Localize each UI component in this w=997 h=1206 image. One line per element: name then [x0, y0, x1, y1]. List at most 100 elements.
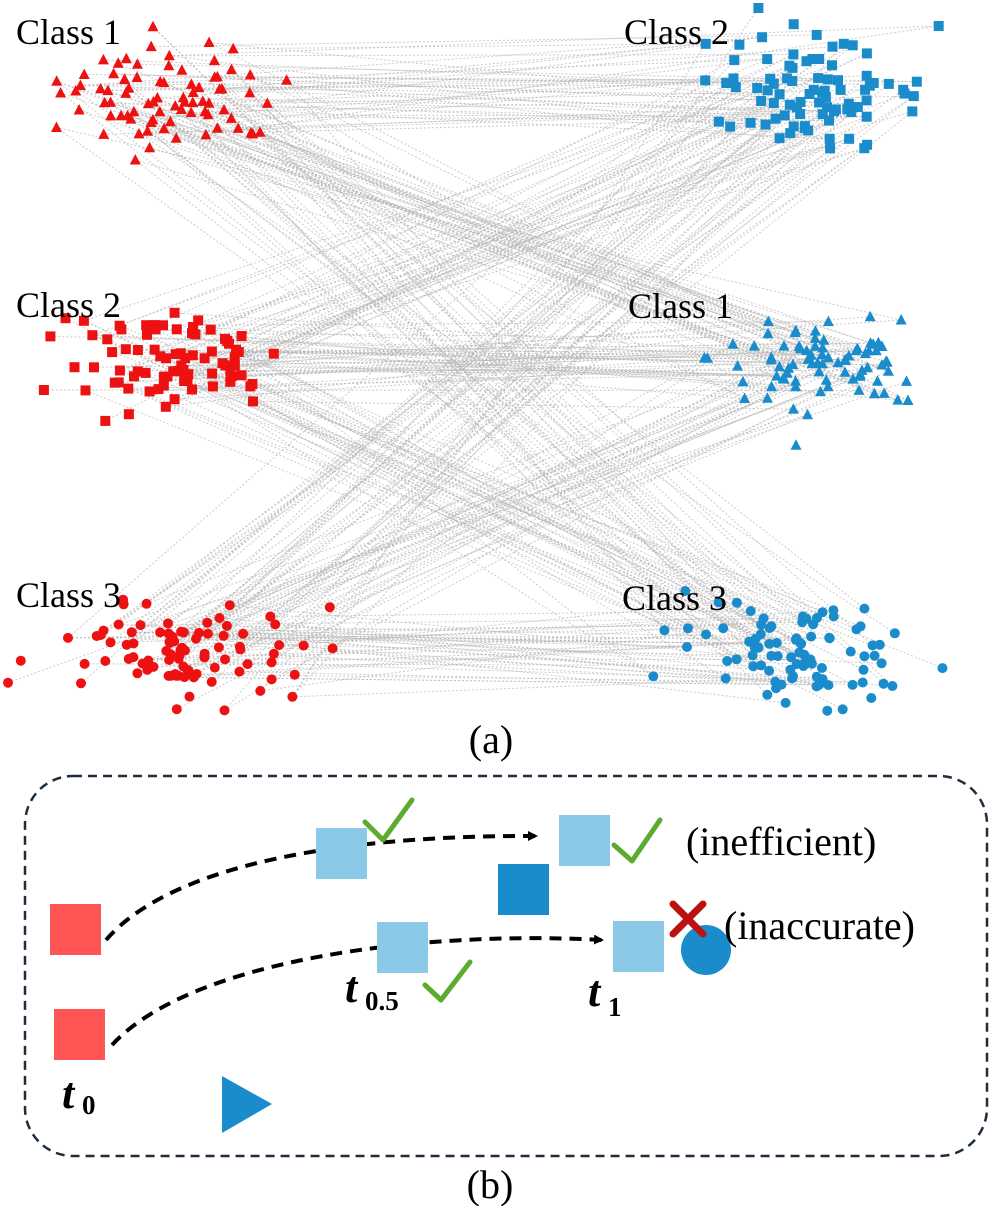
left-triangle-point [203, 36, 215, 47]
pairing-link [249, 92, 797, 639]
panel-a-caption: (a) [469, 717, 513, 762]
check-icon [362, 797, 415, 843]
pairing-link [252, 400, 813, 665]
pairing-link [140, 414, 808, 626]
pairing-link [187, 116, 867, 381]
pairing-link [238, 342, 871, 353]
pairing-link [135, 159, 846, 373]
right-triangle-point [820, 374, 832, 385]
pairing-link [221, 88, 778, 644]
left-square-point [220, 360, 231, 371]
pairing-link [231, 69, 762, 666]
right-square-point [784, 99, 795, 110]
time-label-t05: t 0.5 [345, 963, 399, 1016]
right-circle-point [874, 639, 885, 650]
pairing-link [174, 102, 775, 400]
right-circle-point [878, 678, 889, 689]
right-square-point [768, 98, 779, 109]
left-class3-label: Class 3 [16, 575, 121, 615]
left-square-point [229, 352, 240, 363]
pairing-link [172, 345, 785, 638]
right-circle-point [762, 689, 773, 700]
left-triangle-point [281, 74, 293, 85]
pairing-link [185, 357, 777, 377]
left-triangle-point [99, 96, 111, 108]
pairing-link [110, 102, 812, 637]
pairing-link [183, 97, 835, 112]
right-circle-point [822, 705, 833, 716]
right-triangle-point [815, 385, 826, 397]
right-square-point [824, 115, 834, 126]
pairing-link [92, 334, 780, 368]
pairing-link [167, 89, 904, 624]
right-square-point [838, 38, 849, 49]
left-triangle-point [74, 79, 86, 90]
right-square-point [861, 111, 872, 122]
right-square-point [728, 73, 739, 84]
pairing-link [150, 122, 877, 352]
intermediate-square-bottom [377, 922, 428, 973]
right-circle-point [748, 661, 759, 672]
pairing-link [274, 101, 801, 625]
right-square-point [788, 121, 799, 132]
pairing-link [103, 59, 774, 85]
right-triangle-point [822, 315, 834, 327]
right-square-point [713, 116, 724, 127]
left-triangle-point [73, 104, 85, 115]
left-circle-point [3, 677, 13, 688]
left-triangle-point [129, 154, 141, 165]
pairing-link [178, 80, 793, 660]
right-triangle-point [787, 358, 799, 370]
pairing-link [157, 46, 833, 99]
left-circle-point [15, 655, 26, 666]
right-circle-point [771, 638, 782, 648]
left-triangle-point [78, 68, 90, 79]
left-square-point [45, 331, 56, 342]
left-circle-point [242, 659, 253, 670]
right-square-point [814, 54, 825, 64]
right-triangle-point [868, 387, 880, 399]
pairing-link [259, 43, 845, 692]
right-square-point [847, 40, 858, 51]
left-circle-point [206, 676, 217, 687]
left-square-point [229, 360, 240, 371]
left-circle-point [155, 627, 166, 638]
left-circle-point [214, 613, 225, 623]
left-square-point [207, 381, 218, 392]
right-square-point [817, 109, 828, 120]
pairing-link [227, 110, 835, 342]
right-triangle-point [790, 375, 802, 386]
pairing-link [329, 355, 850, 608]
left-square-point [160, 401, 171, 412]
pairing-link [159, 118, 776, 633]
right-square-point [760, 119, 771, 130]
right-square-point [908, 91, 919, 102]
pairing-link [155, 328, 772, 627]
target-square [498, 864, 549, 915]
panel-a-scatter: Class 1 Class 2 Class 3 Class 2 Class 1 … [3, 3, 948, 762]
left-square-point [153, 384, 164, 395]
right-square-point [827, 60, 837, 71]
left-circle-point [219, 705, 230, 716]
pairing-link [173, 138, 850, 372]
left-square-point [150, 324, 161, 335]
left-triangle-point [147, 20, 159, 32]
pairing-link [173, 354, 812, 642]
right-class2-cloud [700, 3, 944, 154]
left-circle-point [220, 654, 230, 665]
pairing-link [128, 87, 814, 625]
pairing-link [157, 97, 785, 116]
pairing-link [152, 26, 752, 612]
left-triangle-point [144, 141, 156, 153]
right-circle-point [859, 651, 870, 662]
pairing-link [192, 138, 850, 328]
right-square-point [785, 128, 796, 139]
left-circle-point [163, 618, 173, 629]
left-square-point [245, 381, 256, 392]
pairing-link [231, 44, 853, 377]
left-triangle-point [226, 63, 237, 75]
pairing-link [269, 148, 831, 617]
left-circle-point [126, 627, 137, 638]
t1-base: t [588, 967, 602, 1016]
right-circle-point [811, 671, 822, 682]
